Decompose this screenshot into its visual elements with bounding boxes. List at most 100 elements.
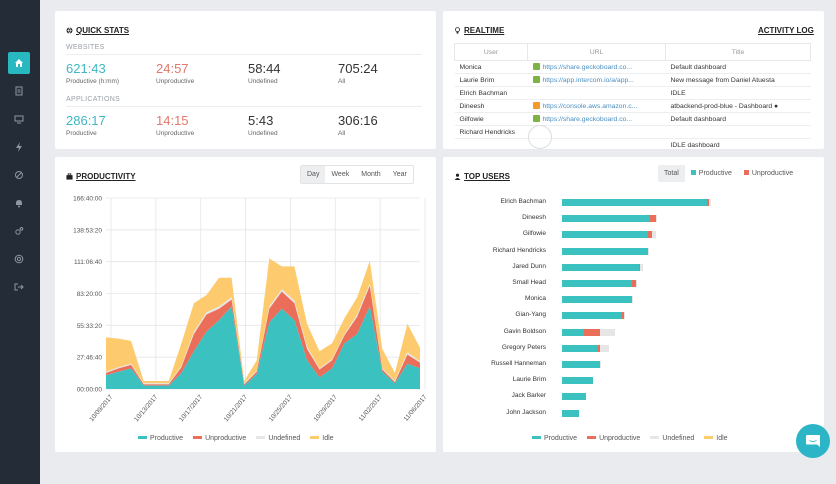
bar-segment-unproductive — [648, 231, 652, 239]
user-bar[interactable] — [562, 328, 615, 336]
settings-icon[interactable] — [8, 220, 30, 242]
user-bar[interactable] — [562, 247, 649, 255]
table-row[interactable]: Laurie Brim https://app.intercom.io/a/ap… — [454, 73, 811, 87]
table-row[interactable]: Elrich Bachman IDLE — [454, 86, 811, 100]
bar-segment-unproductive — [650, 215, 656, 223]
area-unproductive — [106, 285, 420, 386]
filter-total-button[interactable]: Total — [658, 165, 685, 182]
user-bar[interactable] — [562, 393, 586, 401]
bar-segment-productive — [562, 215, 650, 223]
user-label: Gregory Peters — [501, 343, 546, 351]
briefcase-icon — [66, 173, 73, 180]
user-label: Small Head — [512, 279, 546, 286]
user-bar[interactable] — [562, 312, 625, 320]
top-users-panel — [443, 157, 824, 452]
range-day-button[interactable]: Day — [301, 166, 326, 183]
bar-segment-unproductive — [639, 263, 640, 271]
bar-segment-undefined — [600, 328, 615, 336]
bar-segment-undefined — [640, 263, 643, 271]
activity-log-link[interactable]: ACTIVITY LOG — [758, 26, 814, 35]
chat-button[interactable] — [796, 424, 830, 458]
y-tick-label: 27:46:40 — [77, 355, 103, 362]
monitor-icon[interactable] — [8, 108, 30, 130]
bar-segment-productive — [562, 199, 707, 206]
y-tick-label: 83:20:00 — [77, 291, 103, 298]
user-bar[interactable] — [562, 199, 711, 206]
lightning-icon[interactable] — [8, 136, 30, 158]
quick-stats-title: QUICK STATS — [66, 26, 129, 35]
legend-unproductive: Unproductive — [587, 435, 640, 442]
table-row[interactable]: Dineesh https://console.aws.amazon.c... … — [454, 99, 811, 113]
user-label: John Jackson — [506, 408, 546, 416]
home-icon[interactable] — [8, 52, 30, 74]
area-undefined — [106, 283, 420, 385]
bar-segment-undefined — [600, 344, 609, 352]
stat-websites-unproductive: 24:57 Unproductive — [156, 61, 195, 85]
table-row[interactable]: Monica https://share.geckoboard.co... De… — [454, 60, 811, 74]
table-row[interactable]: IDLE dashboard — [454, 138, 811, 149]
x-tick-label: 10/17/2017 — [178, 394, 205, 424]
range-week-button[interactable]: Week — [331, 171, 350, 178]
filter-productive-button[interactable]: Productive — [685, 165, 738, 182]
bar-segment-undefined — [656, 215, 657, 223]
legend-productive: Productive — [532, 435, 577, 442]
bar-segment-productive — [562, 377, 593, 385]
stat-websites-all: 705:24 All — [338, 61, 378, 85]
bell-icon[interactable] — [8, 192, 30, 214]
legend-undefined: Undefined — [650, 435, 694, 442]
support-icon[interactable] — [8, 248, 30, 270]
bar-segment-productive — [562, 231, 648, 239]
realtime-table: User URL Title Monica https://share.geck… — [454, 43, 811, 149]
legend-undefined: Undefined — [256, 435, 300, 442]
user-bar[interactable] — [562, 280, 637, 287]
document-icon[interactable] — [8, 80, 30, 102]
table-row[interactable]: Richard Hendricks — [454, 125, 811, 139]
user-bar[interactable] — [562, 361, 601, 368]
user-label: Richard Hendricks — [492, 246, 546, 254]
user-bar[interactable] — [562, 215, 657, 223]
stat-websites-undefined: 58:44 Undefined — [248, 61, 281, 85]
bar-segment-productive — [562, 280, 632, 287]
x-tick-label: 10/13/2017 — [133, 394, 160, 424]
legend-productive: Productive — [138, 435, 183, 442]
block-icon[interactable] — [8, 164, 30, 186]
range-year-button[interactable]: Year — [392, 171, 407, 178]
user-bar[interactable] — [562, 409, 579, 417]
area-idle — [106, 258, 420, 384]
logout-icon[interactable] — [8, 276, 30, 298]
user-label: Elrich Bachman — [500, 198, 546, 205]
stat-websites-productive: 621:43 Productive (h:mm) — [66, 61, 120, 85]
quick-stats-panel — [55, 11, 436, 149]
bar-segment-undefined — [648, 247, 649, 255]
x-tick-label: 11/06/2017 — [403, 394, 429, 423]
user-icon — [454, 173, 461, 180]
user-bar[interactable] — [562, 377, 593, 385]
user-label: Gian-Yang — [515, 311, 546, 319]
range-month-button[interactable]: Month — [361, 171, 381, 178]
stat-apps-undefined: 5:43 Undefined — [248, 113, 278, 137]
intercom-icon — [532, 76, 540, 83]
productivity-chart: 00:00:00 27:46:40 55:33:20 83:20:00 111:06:4… — [73, 196, 429, 424]
stat-apps-unproductive: 14:15 Unproductive — [156, 113, 195, 137]
divider — [66, 54, 422, 55]
y-tick-label: 55:33:20 — [77, 323, 103, 330]
top-users-title: TOP USERS — [454, 172, 510, 181]
y-tick-label: 138:53:20 — [73, 227, 102, 234]
bar-segment-productive — [562, 312, 622, 320]
geckoboard-icon — [532, 115, 540, 122]
table-row[interactable]: Gilfowie https://share.geckoboard.co... … — [454, 112, 811, 126]
filter-unproductive-button[interactable]: Unproductive — [738, 165, 799, 182]
bar-segment-productive — [562, 247, 648, 255]
user-bar[interactable] — [562, 296, 633, 304]
legend-unproductive: Unproductive — [193, 435, 246, 442]
x-tick-label: 10/25/2017 — [268, 394, 295, 424]
chat-icon — [806, 435, 820, 447]
user-label: Jack Barker — [511, 392, 546, 400]
user-bar[interactable] — [562, 263, 643, 271]
user-label: Monica — [525, 295, 546, 303]
user-bar[interactable] — [562, 344, 609, 352]
x-tick-label: 10/29/2017 — [313, 394, 340, 424]
geckoboard-icon — [532, 63, 540, 70]
bar-segment-productive — [562, 361, 600, 368]
user-bar[interactable] — [562, 231, 656, 239]
